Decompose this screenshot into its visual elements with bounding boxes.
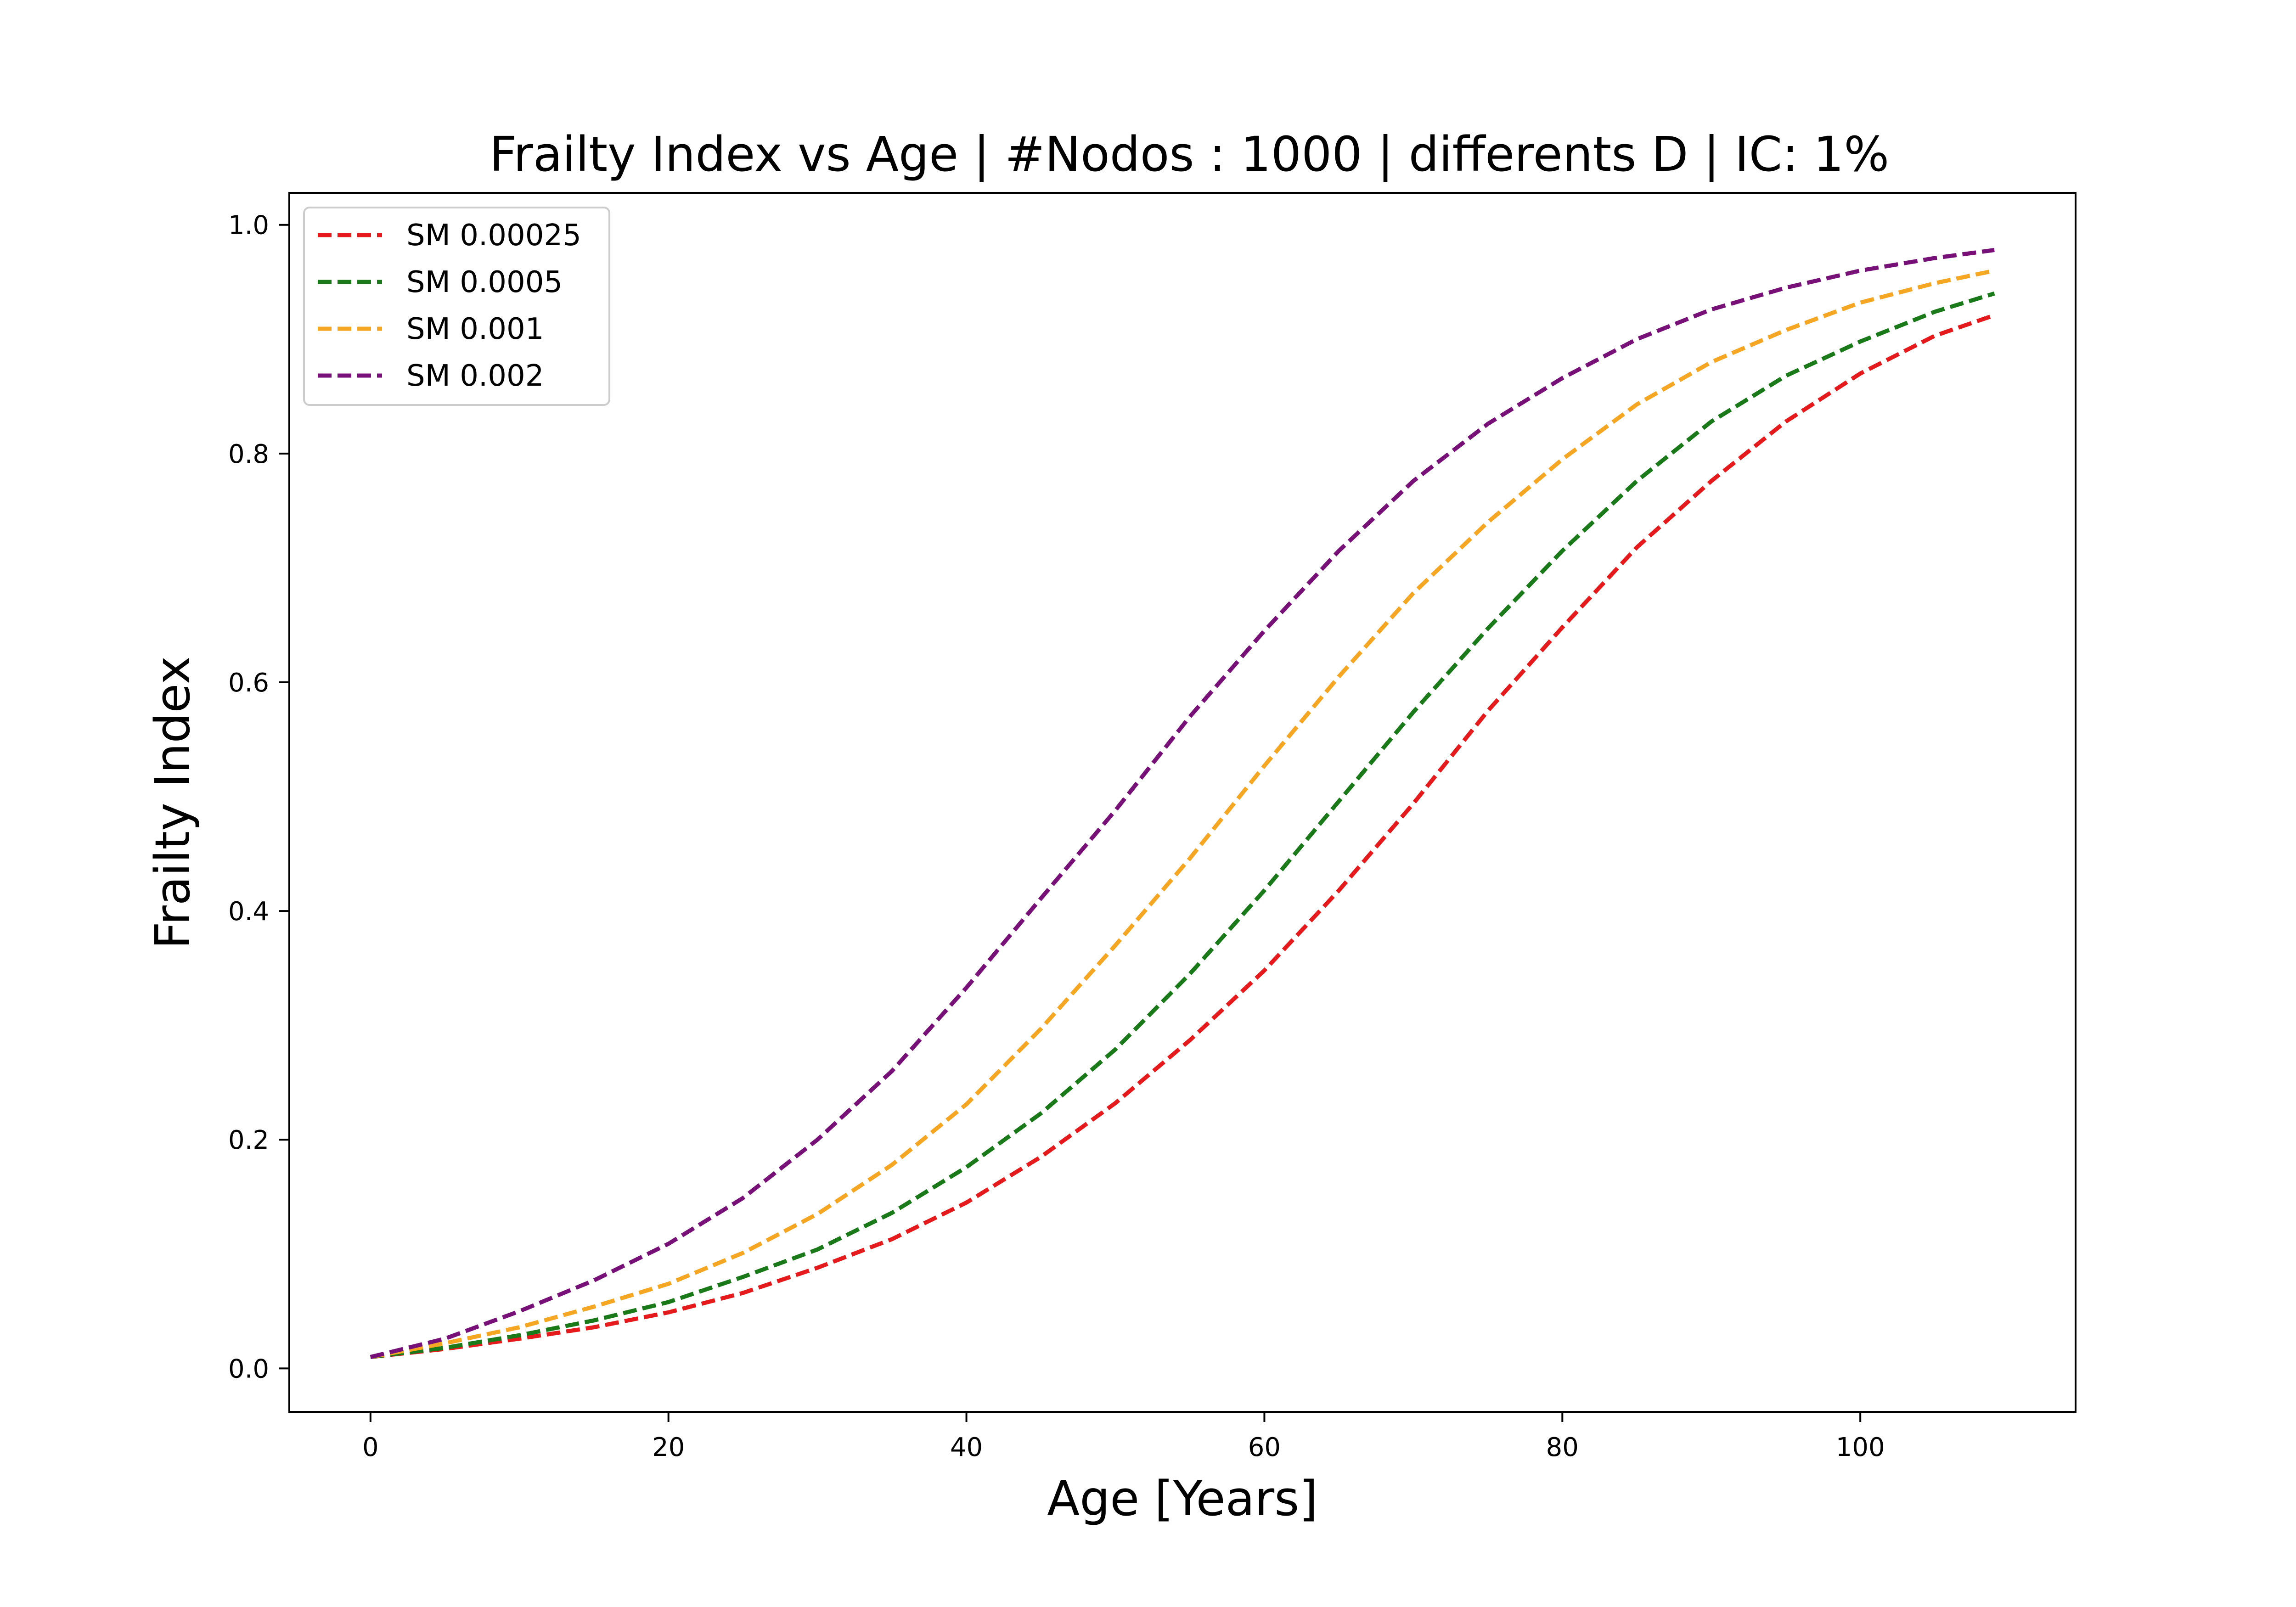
series-line-0 (370, 313, 1995, 1359)
y-tick-label: 0.6 (228, 668, 269, 698)
legend-label-0: SM 0.00025 (406, 219, 581, 253)
y-tick-label: 1.0 (228, 211, 269, 241)
x-tick-label: 100 (1836, 1433, 1885, 1462)
legend: SM 0.00025 SM 0.0005 SM 0.001 SM 0.002 (303, 207, 610, 406)
plot-frame (288, 192, 2077, 1413)
legend-box (303, 207, 610, 406)
y-tick-label: 0.2 (228, 1125, 269, 1155)
series-line-3 (370, 248, 1995, 1359)
y-tick-label: 0.8 (228, 439, 269, 469)
y-axis-label: Frailty Index (145, 656, 201, 949)
x-axis-label: Age [Years] (1047, 1471, 1318, 1527)
plot-lines (370, 248, 1995, 1359)
y-axis: 0.0 0.2 0.4 0.6 0.8 1.0 (228, 211, 289, 1384)
y-tick-label: 0.0 (228, 1354, 269, 1384)
legend-label-1: SM 0.0005 (406, 265, 563, 299)
y-tick-label: 0.4 (228, 897, 269, 927)
series-line-2 (370, 268, 1995, 1359)
legend-label-3: SM 0.002 (406, 359, 544, 393)
x-tick-label: 20 (652, 1433, 685, 1462)
x-tick-label: 0 (362, 1433, 379, 1462)
legend-label-2: SM 0.001 (406, 312, 544, 346)
x-tick-label: 80 (1546, 1433, 1579, 1462)
series-line-1 (370, 291, 1995, 1359)
x-tick-label: 60 (1248, 1433, 1281, 1462)
x-axis: 0 20 40 60 80 100 (362, 1412, 1885, 1462)
chart-title: Frailty Index vs Age | #Nodos : 1000 | d… (490, 126, 1889, 182)
x-tick-label: 40 (950, 1433, 983, 1462)
